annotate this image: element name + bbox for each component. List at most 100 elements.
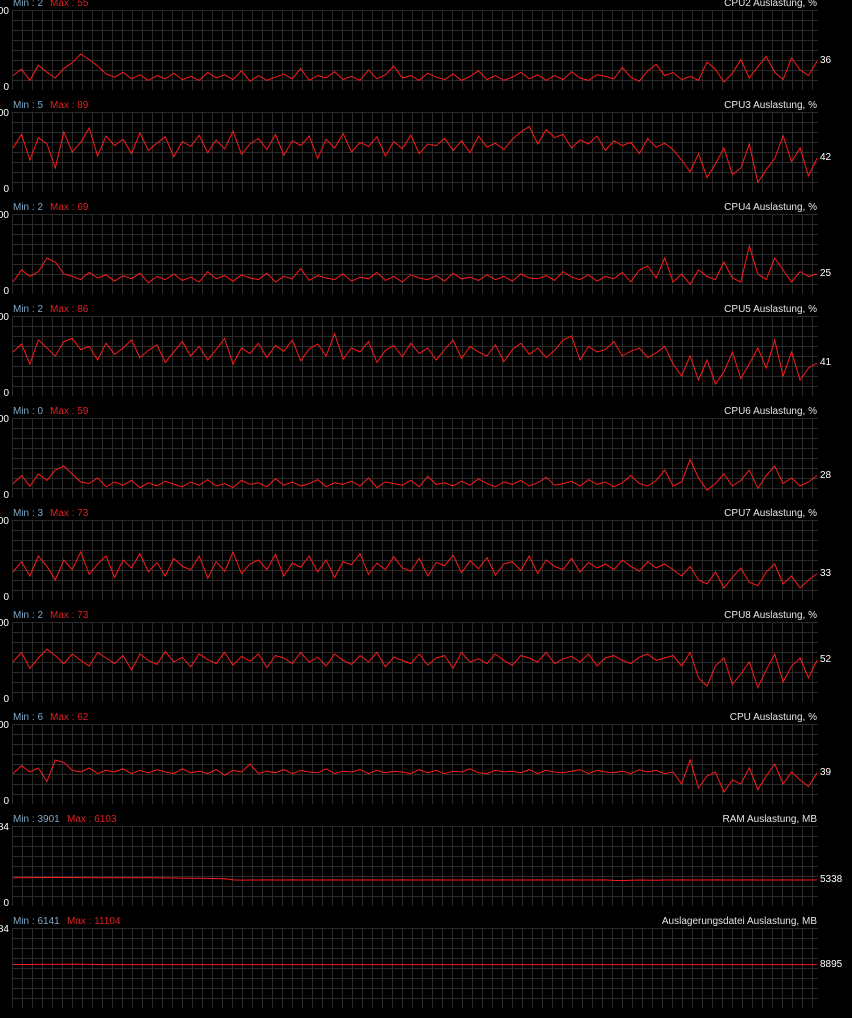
- chart-panel: Min : 6141 Max : 11104 Auslagerungsdatei A…: [0, 916, 852, 1018]
- current-value-label: 25: [820, 268, 832, 279]
- chart-panel: Min : 3 Max : 73 CPU7 Auslastung, % 100 0 33: [0, 508, 852, 610]
- series-line: [12, 332, 818, 386]
- chart-title: CPU2 Auslastung, %: [724, 0, 817, 9]
- current-value-label: 39: [820, 767, 832, 778]
- plot-area: [12, 10, 818, 90]
- chart-title: Auslagerungsdatei Auslastung, MB: [661, 916, 817, 927]
- min-label: Min : 3901: [13, 814, 60, 825]
- min-label: Min : 2: [13, 610, 44, 621]
- current-value-label: 8895: [820, 959, 843, 970]
- y-axis-max-label: 16384: [0, 822, 9, 833]
- y-axis-max-label: 100: [0, 312, 9, 323]
- chart-panel: Min : 2 Max : 69 CPU4 Auslastung, % 100 0 25: [0, 202, 852, 304]
- chart-panel: Min : 2 Max : 86 CPU5 Auslastung, % 100 0 41: [0, 304, 852, 406]
- plot-area: [12, 928, 818, 1008]
- grid: [12, 928, 818, 1008]
- max-label: Max : 11104: [67, 916, 121, 927]
- y-axis-min-label: 0: [3, 694, 9, 705]
- max-label: Max : 86: [50, 304, 89, 315]
- y-axis-min-label: 0: [3, 592, 9, 603]
- series-line: [12, 876, 818, 882]
- grid: [12, 316, 818, 396]
- grid: [12, 112, 818, 192]
- chart-title: CPU7 Auslastung, %: [724, 508, 817, 519]
- grid: [12, 418, 818, 498]
- max-label: Max : 73: [50, 508, 89, 519]
- grid: [12, 826, 818, 906]
- series-line: [12, 244, 818, 286]
- max-label: Max : 6103: [67, 814, 117, 825]
- y-axis-min-label: 0: [3, 388, 9, 399]
- max-label: Max : 73: [50, 610, 89, 621]
- plot-area: [12, 112, 818, 192]
- min-label: Min : 2: [13, 0, 44, 9]
- y-axis-max-label: 100: [0, 108, 9, 119]
- min-label: Min : 6141: [13, 916, 60, 927]
- chart-panel: Min : 0 Max : 59 CPU6 Auslastung, % 100 0 28: [0, 406, 852, 508]
- plot-area: [12, 418, 818, 498]
- y-axis-max-label: 100: [0, 6, 9, 17]
- plot-area: [12, 520, 818, 600]
- chart-title: CPU Auslastung, %: [729, 712, 817, 723]
- max-label: Max : 59: [50, 406, 89, 417]
- series-line: [12, 758, 818, 794]
- min-label: Min : 3: [13, 508, 44, 519]
- min-label: Min : 6: [13, 712, 44, 723]
- plot-area: [12, 724, 818, 804]
- series-line: [12, 125, 818, 184]
- y-axis-min-label: 0: [3, 184, 9, 195]
- y-axis-max-label: 100: [0, 720, 9, 731]
- chart-panel: Min : 2 Max : 55 CPU2 Auslastung, % 100 0 36: [0, 0, 852, 100]
- chart-panel: Min : 5 Max : 89 CPU3 Auslastung, % 100 0 42: [0, 100, 852, 202]
- chart-panel: Min : 2 Max : 73 CPU8 Auslastung, % 100 0 52: [0, 610, 852, 712]
- series-line: [12, 458, 818, 491]
- min-label: Min : 5: [13, 100, 44, 111]
- max-label: Max : 55: [50, 0, 89, 9]
- series-line: [13, 963, 817, 966]
- current-value-label: 5338: [820, 874, 843, 885]
- y-axis-min-label: 0: [3, 82, 9, 93]
- grid: [12, 622, 818, 702]
- current-value-label: 42: [820, 152, 832, 163]
- chart-title: CPU5 Auslastung, %: [724, 304, 817, 315]
- chart-panel: Min : 3901 Max : 6103 RAM Auslastung, MB 16…: [0, 814, 852, 916]
- min-label: Min : 2: [13, 304, 44, 315]
- y-axis-max-label: 100: [0, 516, 9, 527]
- chart-panel: Min : 6 Max : 62 CPU Auslastung, % 100 0 39: [0, 712, 852, 814]
- y-axis-min-label: 0: [3, 490, 9, 501]
- y-axis-min-label: 0: [3, 898, 9, 909]
- y-axis-max-label: 100: [0, 210, 9, 221]
- grid: [12, 10, 818, 90]
- grid: [12, 520, 818, 600]
- chart-title: CPU8 Auslastung, %: [724, 610, 817, 621]
- chart-title: CPU4 Auslastung, %: [724, 202, 817, 213]
- current-value-label: 36: [820, 55, 832, 66]
- plot-area: [12, 214, 818, 294]
- series-line: [12, 550, 818, 589]
- max-label: Max : 62: [50, 712, 89, 723]
- plot-area: [12, 826, 818, 906]
- plot-area: [12, 316, 818, 396]
- series-line: [12, 648, 818, 689]
- grid: [12, 214, 818, 294]
- current-value-label: 41: [820, 357, 832, 368]
- plot-area: [12, 622, 818, 702]
- current-value-label: 33: [820, 568, 832, 579]
- max-label: Max : 69: [50, 202, 89, 213]
- max-label: Max : 89: [50, 100, 89, 111]
- series-line: [12, 53, 818, 83]
- current-value-label: 28: [820, 470, 832, 481]
- min-label: Min : 0: [13, 406, 44, 417]
- current-value-label: 52: [820, 654, 832, 665]
- y-axis-min-label: 0: [3, 796, 9, 807]
- y-axis-max-label: 100: [0, 414, 9, 425]
- y-axis-max-label: 16384: [0, 924, 9, 935]
- min-label: Min : 2: [13, 202, 44, 213]
- chart-title: CPU6 Auslastung, %: [724, 406, 817, 417]
- chart-title: CPU3 Auslastung, %: [724, 100, 817, 111]
- grid: [12, 724, 818, 804]
- y-axis-max-label: 100: [0, 618, 9, 629]
- y-axis-min-label: 0: [3, 286, 9, 297]
- chart-title: RAM Auslastung, MB: [722, 814, 817, 825]
